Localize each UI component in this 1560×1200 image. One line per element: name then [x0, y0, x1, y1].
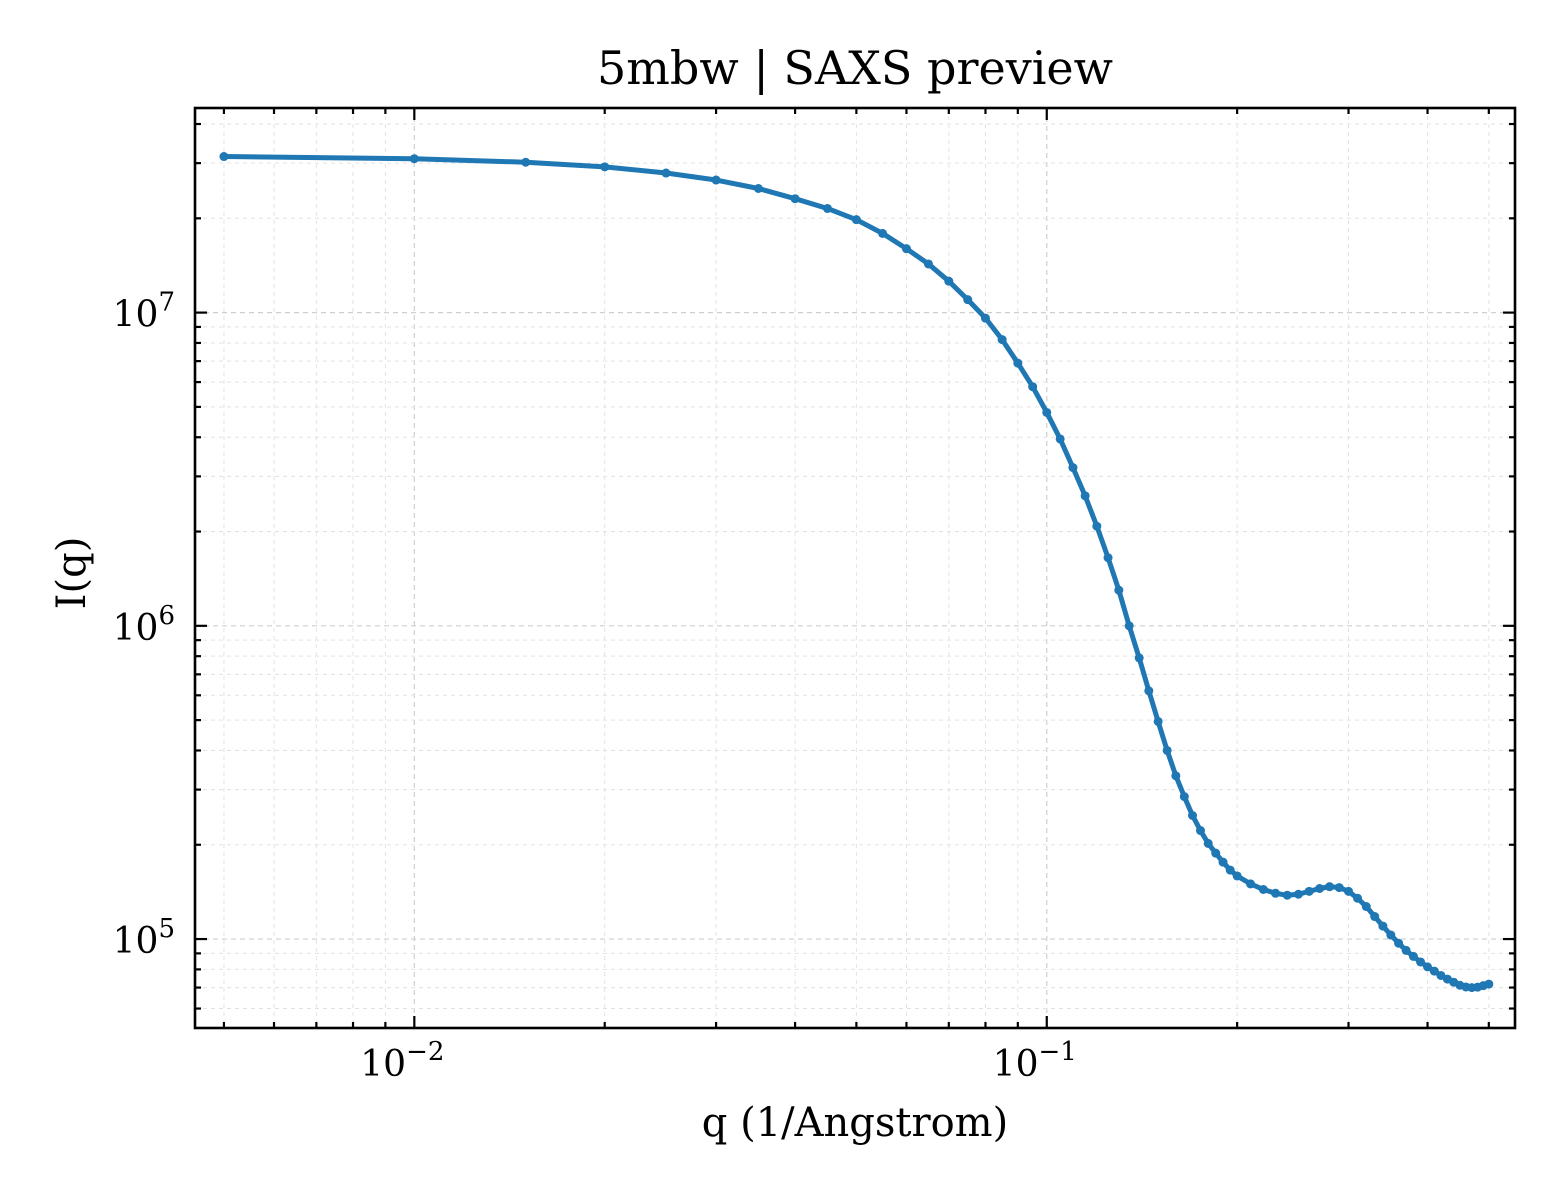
plot-frame — [193, 106, 1517, 1030]
data-point — [1080, 491, 1090, 501]
data-point — [600, 162, 610, 172]
data-point — [1124, 621, 1134, 631]
data-point — [1386, 930, 1396, 940]
series-line — [221, 154, 1492, 991]
data-point — [1042, 407, 1052, 417]
data-point — [997, 335, 1007, 345]
data-point — [1370, 912, 1380, 922]
data-point — [661, 168, 671, 178]
data-point — [1203, 838, 1213, 848]
data-point — [1325, 882, 1335, 892]
x-tick-label: 10−2 — [360, 1037, 444, 1085]
chart-title: 5mbw | SAXS preview — [597, 41, 1113, 95]
x-tick-label: 10−1 — [993, 1037, 1077, 1085]
y-tick-label: 107 — [113, 288, 175, 336]
data-point — [409, 154, 419, 164]
data-point — [1225, 865, 1235, 875]
data-point — [1282, 890, 1292, 900]
y-axis-label: I(q) — [49, 537, 95, 610]
data-point — [1378, 921, 1388, 931]
data-point — [1429, 966, 1439, 976]
data-point — [1401, 945, 1411, 955]
data-point — [1144, 686, 1154, 696]
data-point — [1162, 745, 1172, 755]
data-point — [711, 175, 721, 185]
data-point — [219, 152, 229, 162]
data-point — [878, 228, 888, 238]
data-point — [1408, 951, 1418, 961]
x-axis-label: q (1/Angstrom) — [702, 1100, 1008, 1146]
data-point — [1353, 893, 1363, 903]
data-point — [1293, 889, 1303, 899]
data-point — [1153, 716, 1163, 726]
data-point — [1028, 382, 1038, 392]
data-point — [1195, 826, 1205, 836]
data-point — [1188, 810, 1198, 820]
data-point — [1361, 902, 1371, 912]
data-point — [1304, 886, 1314, 896]
data-point — [1232, 871, 1242, 881]
data-point — [1246, 879, 1256, 889]
data-point — [1092, 521, 1102, 531]
data-point — [1013, 358, 1023, 368]
data-point — [753, 184, 763, 194]
data-point — [963, 295, 973, 305]
y-tick-label: 106 — [113, 601, 175, 649]
data-point — [790, 194, 800, 204]
y-tick-label: 105 — [113, 914, 175, 962]
data-point — [521, 157, 531, 167]
data-point — [1211, 848, 1221, 858]
data-point — [1218, 857, 1228, 867]
data-point — [980, 313, 990, 323]
data-point — [851, 215, 861, 225]
data-point — [1114, 585, 1124, 595]
data-point — [1271, 888, 1281, 898]
data-point — [1416, 957, 1426, 967]
data-point — [1344, 886, 1354, 896]
series-layer — [219, 152, 1494, 993]
data-point — [1334, 883, 1344, 893]
data-point — [944, 276, 954, 286]
data-point — [822, 203, 832, 213]
data-point — [1423, 962, 1433, 972]
data-point — [1484, 979, 1494, 989]
data-point — [1258, 884, 1268, 894]
data-point — [1179, 792, 1189, 802]
data-point — [1068, 463, 1078, 473]
data-point — [1103, 553, 1113, 563]
data-point — [1315, 884, 1325, 894]
data-point — [1171, 771, 1181, 781]
data-point — [923, 259, 933, 269]
grid-lines — [195, 108, 1515, 1028]
data-point — [1055, 434, 1065, 444]
data-point — [1134, 653, 1144, 663]
data-point — [1394, 938, 1404, 948]
tick-labels: 10−2 10−1 105 106 107 — [113, 288, 1077, 1085]
data-point — [901, 244, 911, 254]
